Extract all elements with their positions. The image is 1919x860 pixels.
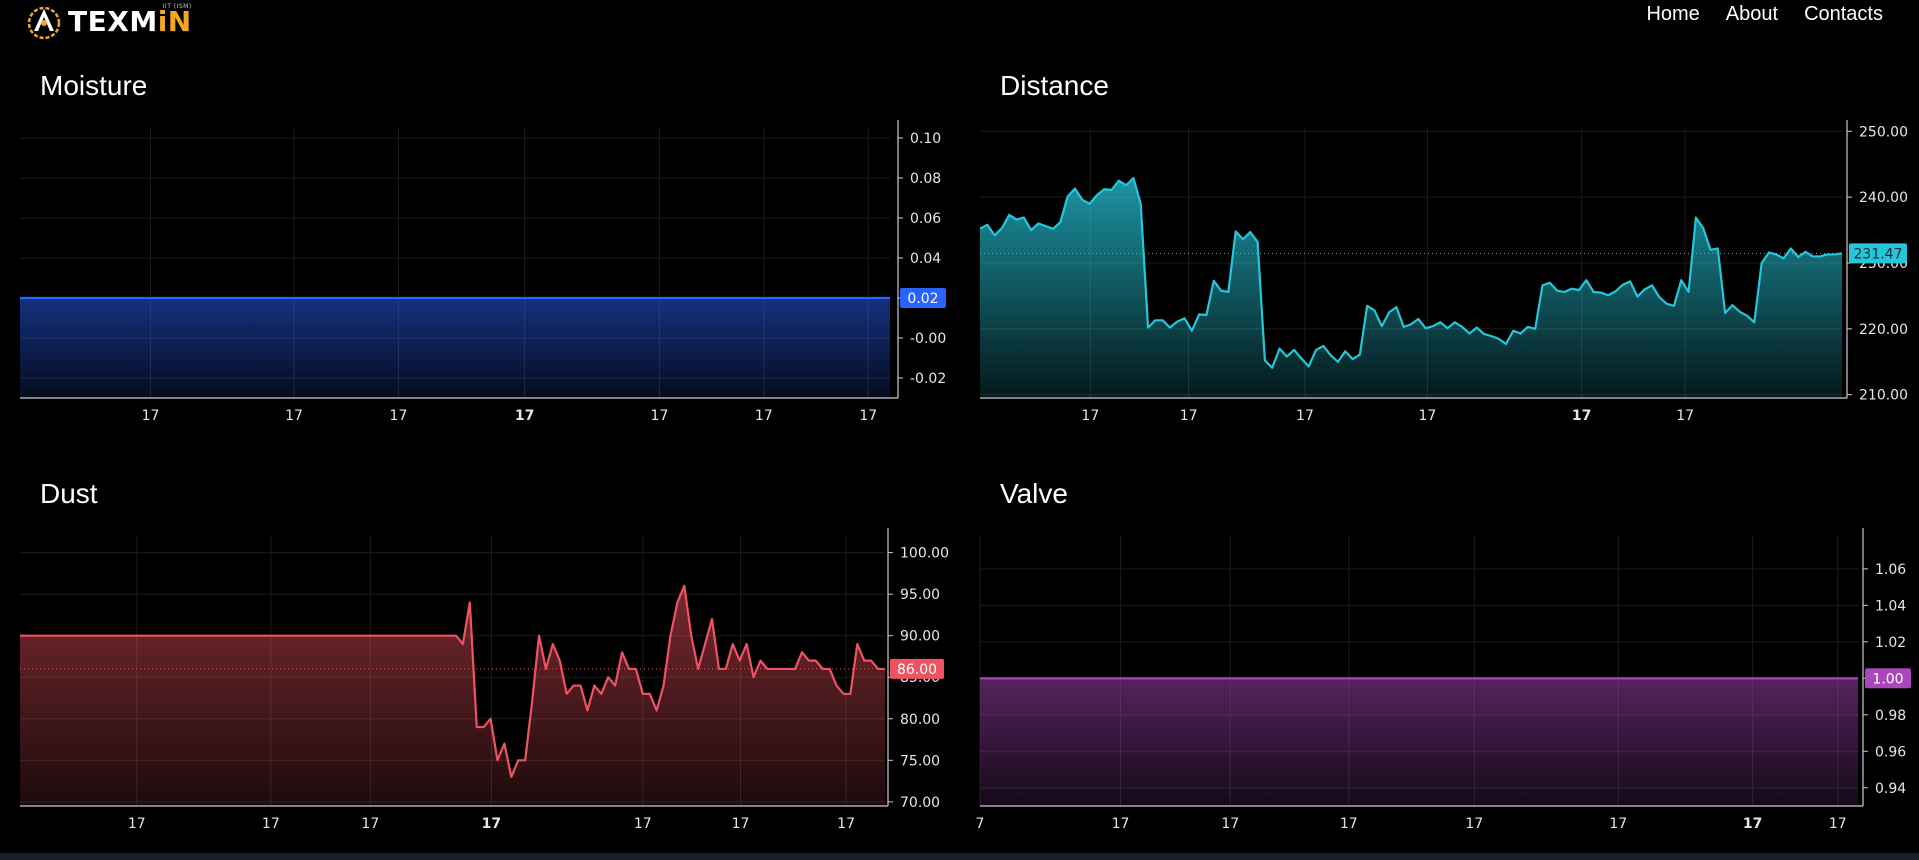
dust-ytick-label: 90.00	[900, 629, 940, 645]
moisture-ytick-label: 0.04	[910, 251, 941, 267]
moisture-area	[20, 298, 890, 398]
valve-last-value-label: 1.00	[1872, 671, 1903, 687]
distance-last-value-badge	[1849, 243, 1907, 264]
dust-xtick-label: 17	[262, 816, 280, 832]
valve-xtick-label: 17	[1609, 816, 1627, 832]
valve-area	[980, 678, 1858, 806]
dust-chart[interactable]: 100.0095.0090.0085.0080.0075.0070.001717…	[0, 528, 960, 838]
dust-line	[20, 584, 885, 779]
moisture-xtick-label: 17	[859, 408, 877, 424]
nav-contacts-link[interactable]: Contacts	[1804, 3, 1883, 25]
valve-last-value-badge	[1865, 668, 1911, 689]
brand-name-white: TEXM	[68, 4, 158, 38]
distance-xtick-label: 17	[1180, 408, 1198, 424]
navbar: TEXMiN IIT (ISM) Home About Contacts	[0, 0, 1919, 40]
dust-ytick-label: 70.00	[900, 795, 940, 811]
dust-last-value-badge	[890, 658, 944, 679]
valve-xtick-label: 17	[1221, 816, 1239, 832]
moisture-xtick-label: 17	[285, 408, 303, 424]
valve-ytick-label: 0.96	[1875, 744, 1906, 760]
dust-title: Dust	[40, 478, 98, 509]
dust-ytick-label: 95.00	[900, 587, 940, 603]
distance-ytick-label: 250.00	[1859, 124, 1908, 140]
moisture-chart[interactable]: 0.10 0.08 0.06 0.04 0.02 -0.00 -0.02 17 17 17 17 17…	[0, 120, 960, 430]
dust-last-value-label: 86.00	[897, 662, 937, 678]
distance-xtick-label: 17	[1418, 408, 1436, 424]
bottom-bar	[0, 853, 1919, 860]
dust-xtick-label: 17	[837, 816, 855, 832]
dust-area	[20, 585, 885, 806]
distance-xtick-label: 17	[1572, 408, 1591, 424]
brand-name-orange: iN	[157, 4, 192, 38]
brand-logo[interactable]: TEXMiN IIT (ISM)	[24, 0, 192, 42]
moisture-last-value-badge	[900, 288, 946, 308]
nav-about-link[interactable]: About	[1725, 3, 1779, 25]
valve-xtick-label: 17	[1465, 816, 1483, 832]
distance-xtick-label: 17	[1676, 408, 1694, 424]
moisture-xtick-label: 17	[651, 408, 669, 424]
distance-area	[980, 178, 1842, 398]
valve-xtick-label: 17	[1743, 816, 1762, 832]
moisture-xtick-label: 17	[755, 408, 773, 424]
valve-chart[interactable]: 1.06 1.04 1.02 1.00 0.98 0.96 0.94 7 17 17 17 17 17 1…	[976, 528, 1919, 838]
dust-xtick-label: 17	[732, 816, 750, 832]
moisture-ytick-label: -0.00	[910, 331, 946, 347]
dust-xtick-label: 17	[482, 816, 501, 832]
valve-ytick-label: 1.06	[1875, 562, 1906, 578]
distance-line	[979, 176, 1843, 369]
dust-ytick-label: 100.00	[900, 546, 949, 562]
logo-icon	[27, 6, 61, 40]
moisture-xtick-label: 17	[515, 408, 534, 424]
distance-last-value-label: 231.47	[1854, 246, 1903, 262]
valve-title: Valve	[1000, 478, 1068, 509]
dust-xtick-label: 17	[634, 816, 652, 832]
valve-xtick-label: 17	[1340, 816, 1358, 832]
moisture-ytick-label: -0.02	[910, 371, 946, 387]
moisture-ytick-label: 0.08	[910, 171, 941, 187]
valve-ytick-label: 1.02	[1875, 635, 1906, 651]
valve-ytick-label: 0.94	[1875, 781, 1906, 797]
valve-xtick-label: 17	[1112, 816, 1130, 832]
distance-ytick-label: 210.00	[1859, 388, 1908, 404]
brand-name: TEXMiN IIT (ISM)	[68, 2, 192, 38]
moisture-xtick-label: 17	[390, 408, 408, 424]
distance-xtick-label: 17	[1081, 408, 1099, 424]
moisture-xtick-label: 17	[142, 408, 160, 424]
dust-ytick-label: 80.00	[900, 712, 940, 728]
valve-ytick-label: 1.04	[1875, 598, 1906, 614]
nav-home-link[interactable]: Home	[1646, 3, 1700, 25]
distance-ytick-label: 220.00	[1859, 322, 1908, 338]
distance-title: Distance	[1000, 70, 1109, 101]
valve-ytick-label: 0.98	[1875, 708, 1906, 724]
moisture-ytick-label: 0.06	[910, 211, 941, 227]
valve-xtick-label: 17	[1829, 816, 1847, 832]
distance-xtick-label: 17	[1296, 408, 1314, 424]
moisture-title: Moisture	[40, 70, 148, 101]
moisture-last-value-label: 0.02	[907, 291, 938, 307]
dust-ytick-label: 75.00	[900, 753, 940, 769]
dust-xtick-label: 17	[361, 816, 379, 832]
distance-ytick-label: 240.00	[1859, 190, 1908, 206]
nav-menu: Home About Contacts	[1646, 3, 1883, 26]
dust-xtick-label: 17	[128, 816, 146, 832]
brand-tagline: IIT (ISM)	[162, 2, 192, 10]
valve-xtick-label: 7	[976, 816, 985, 832]
moisture-ytick-label: 0.10	[910, 131, 941, 147]
